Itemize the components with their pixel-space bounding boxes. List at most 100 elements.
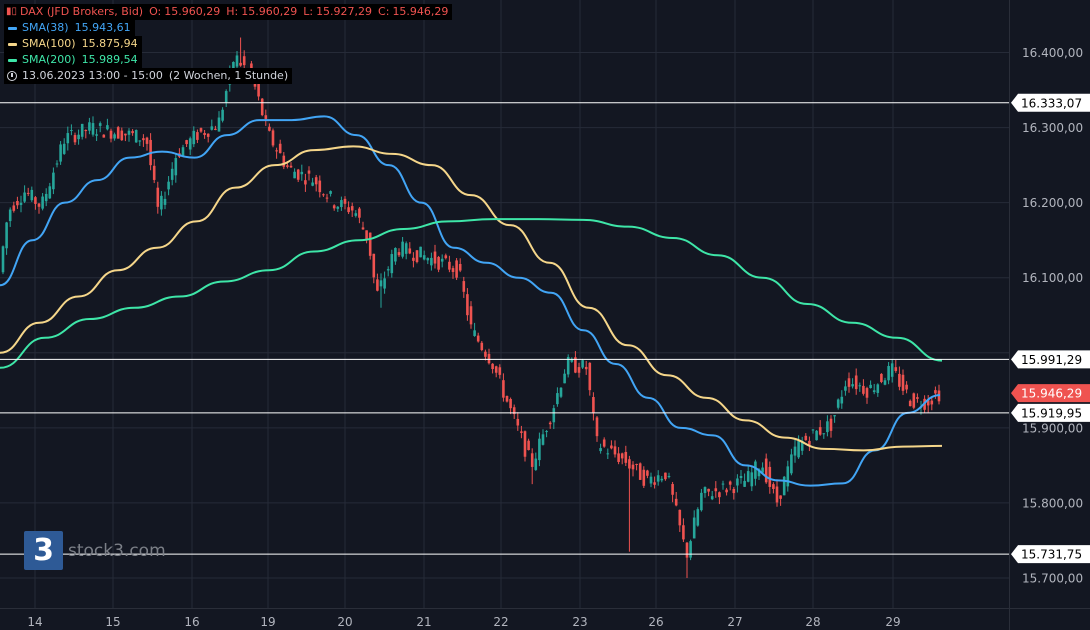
candle-body (635, 463, 638, 465)
candle-body (689, 541, 692, 558)
candle-body (660, 478, 664, 481)
candle-body (23, 192, 26, 202)
candle-body (584, 366, 588, 370)
sma200-row[interactable]: SMA(200) 15.989,54 (4, 52, 452, 68)
candle-body (890, 363, 894, 377)
candle-body (570, 358, 574, 362)
candle-body (379, 280, 383, 287)
candle-body (926, 400, 930, 406)
candle-body (869, 384, 872, 389)
candle-body (430, 257, 433, 266)
sma200-value: 15.989,54 (81, 53, 138, 66)
candle-body (426, 258, 430, 261)
candle-body (678, 509, 682, 526)
candle-body (700, 492, 703, 511)
candle-body (916, 397, 919, 399)
candle-body (102, 134, 106, 138)
candle-body (703, 487, 707, 494)
price-axis[interactable]: 16.400,00 16.300,00 16.200,00 16.100,00 15.9… (1009, 0, 1090, 630)
candle-body (325, 197, 329, 199)
candle-body (404, 243, 408, 254)
candle-body (883, 380, 887, 385)
low-value: 15.927,29 (316, 5, 373, 18)
candle-body (206, 133, 210, 137)
watermark: 3 stock3.com (24, 531, 166, 570)
candle-body (329, 191, 332, 194)
candle-body (725, 489, 728, 493)
candle-body (289, 165, 293, 168)
candle-body (88, 122, 91, 131)
candle-body (595, 417, 599, 437)
candle-body (37, 203, 41, 207)
x-tick-label: 28 (805, 615, 820, 629)
sma38-row[interactable]: SMA(38) 15.943,61 (4, 20, 452, 36)
candle-body (754, 461, 757, 479)
candle-body (480, 342, 484, 351)
candle-body (552, 408, 556, 423)
candle-body (106, 125, 109, 130)
candle-body (307, 170, 311, 174)
candle-body (275, 150, 278, 152)
candle-body (548, 422, 552, 425)
candle-body (131, 131, 134, 134)
candle-body (347, 207, 350, 213)
candle-body (581, 360, 584, 368)
time-axis[interactable]: 14 15 16 19 20 21 22 23 26 27 28 29 (0, 608, 1090, 630)
candle-body (185, 140, 188, 145)
sma38-swatch (8, 26, 17, 30)
candle-body (257, 82, 260, 97)
candle-body (674, 498, 678, 506)
candle-body (498, 367, 502, 375)
candle-body (653, 482, 656, 485)
candle-body (271, 130, 275, 146)
candle-body (566, 357, 570, 375)
candle-body (30, 189, 34, 201)
candle-body (239, 62, 242, 66)
sma100-row[interactable]: SMA(100) 15.875,94 (4, 36, 452, 52)
candle-body (235, 55, 239, 67)
candle-body (224, 91, 228, 103)
candle-body (530, 453, 534, 467)
last-price-tag (1011, 384, 1090, 403)
candle-body (196, 132, 199, 140)
candle-body (840, 396, 844, 404)
candle-body (365, 230, 368, 240)
candle-body (343, 198, 347, 204)
candle-body (476, 335, 480, 342)
candle-body (282, 155, 286, 167)
candle-body (815, 430, 818, 441)
open-value: 15.960,29 (164, 5, 221, 18)
candle-body (336, 206, 340, 209)
candle-body (793, 446, 797, 456)
high-value: 15.960,29 (241, 5, 298, 18)
candle-body (775, 486, 779, 503)
candle-body (394, 247, 397, 262)
candle-body (34, 197, 37, 204)
candle-body (613, 446, 617, 455)
candle-body (574, 357, 577, 373)
candle-body (854, 375, 858, 390)
candle-body (437, 256, 440, 270)
candle-body (710, 496, 714, 500)
candle-body (707, 488, 710, 492)
candle-body (52, 172, 55, 190)
candle-body (617, 453, 620, 462)
candle-body (829, 418, 833, 431)
candle-body (163, 198, 167, 205)
candle-body (458, 263, 462, 271)
candle-body (858, 385, 862, 387)
candle-body (412, 257, 415, 261)
level-tag-label: 15.731,75 (1021, 548, 1082, 562)
candle-body (642, 469, 646, 486)
candle-body (455, 260, 458, 278)
candle-body (602, 439, 606, 447)
candle-body (739, 475, 743, 478)
x-tick-label: 22 (493, 615, 508, 629)
candle-body (538, 438, 541, 461)
candle-body (721, 483, 725, 485)
candle-body (487, 353, 491, 364)
candle-body (293, 171, 296, 179)
candle-body (41, 196, 44, 209)
candle-body (340, 200, 343, 208)
